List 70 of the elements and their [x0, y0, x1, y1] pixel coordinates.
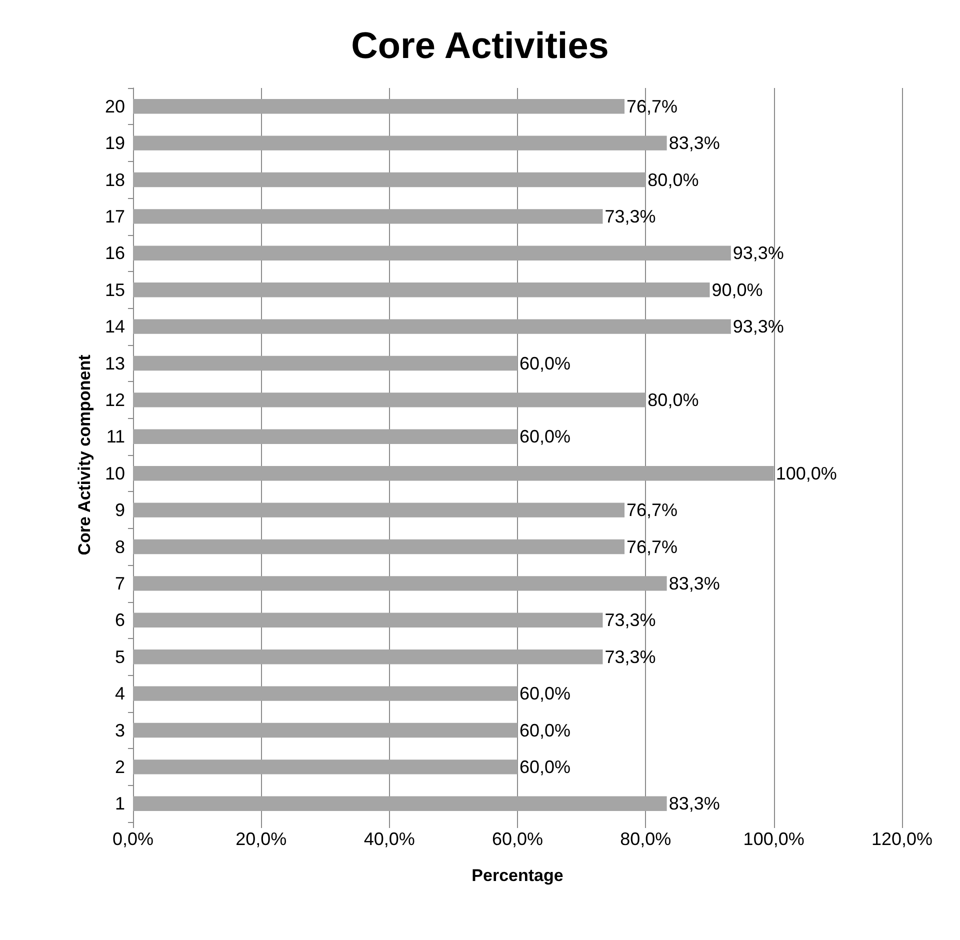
data-label: 90,0% [712, 280, 763, 300]
bar [133, 796, 667, 811]
data-label: 80,0% [648, 390, 699, 410]
data-label: 76,7% [626, 96, 678, 116]
bar [133, 99, 625, 114]
y-tick-label: 8 [114, 536, 125, 557]
bar [133, 172, 646, 188]
bar [133, 429, 518, 444]
bar [133, 466, 774, 481]
data-label: 100,0% [776, 463, 837, 484]
bar [133, 356, 518, 371]
data-label: 73,3% [604, 646, 656, 667]
y-tick-label: 2 [114, 756, 125, 777]
bar [133, 686, 518, 701]
data-label: 73,3% [604, 610, 656, 630]
bar [133, 392, 646, 408]
y-tick-label: 16 [104, 243, 125, 264]
bar [133, 539, 625, 554]
x-axis-title: Percentage [472, 866, 564, 885]
data-label: 76,7% [626, 500, 678, 520]
y-tick-label: 9 [114, 500, 125, 520]
x-tick-label: 0,0% [112, 829, 154, 849]
bar [133, 576, 667, 591]
y-tick-label: 15 [104, 280, 125, 300]
y-tick-label: 7 [114, 573, 125, 594]
bar [133, 612, 603, 628]
y-axis-title: Core Activity component [75, 354, 94, 556]
y-tick-label: 17 [104, 206, 125, 226]
bar [133, 246, 731, 260]
data-label: 83,3% [668, 573, 720, 594]
bar [133, 282, 710, 298]
data-label: 76,7% [626, 536, 678, 557]
y-tick-label: 3 [114, 720, 125, 740]
chart-title: Core Activities [351, 25, 609, 66]
x-tick-label: 100,0% [743, 829, 804, 849]
y-tick-label: 12 [104, 390, 125, 410]
y-tick-label: 1 [114, 794, 125, 814]
data-label: 93,3% [732, 316, 784, 337]
data-label: 60,0% [520, 353, 571, 374]
data-label: 83,3% [668, 794, 720, 814]
data-label: 73,3% [604, 206, 656, 226]
y-tick-label: 6 [114, 610, 125, 630]
y-tick-label: 11 [106, 426, 125, 447]
bar [133, 502, 625, 518]
x-tick-label: 80,0% [620, 829, 672, 849]
bar [133, 760, 518, 774]
y-tick-label: 14 [104, 316, 125, 337]
y-tick-label: 4 [114, 684, 125, 704]
data-label: 60,0% [520, 426, 571, 447]
y-tick-label: 5 [114, 646, 125, 667]
data-label: 60,0% [520, 756, 571, 777]
x-tick-label: 40,0% [364, 829, 415, 849]
data-label: 83,3% [668, 133, 720, 154]
x-tick-label: 120,0% [871, 829, 933, 849]
y-tick-label: 10 [104, 463, 125, 484]
bar [133, 319, 731, 334]
y-tick-label: 18 [104, 170, 125, 190]
data-label: 93,3% [732, 243, 784, 264]
data-label: 80,0% [648, 170, 699, 190]
x-tick-label: 60,0% [492, 829, 544, 849]
bar [133, 136, 667, 150]
data-label: 60,0% [520, 720, 571, 740]
bar [133, 209, 603, 224]
bar [133, 722, 518, 738]
x-tick-label: 20,0% [236, 829, 287, 849]
bar [133, 650, 603, 664]
data-label: 60,0% [520, 684, 571, 704]
y-tick-label: 20 [104, 96, 125, 116]
y-tick-label: 13 [104, 353, 125, 374]
y-tick-label: 19 [104, 133, 125, 154]
